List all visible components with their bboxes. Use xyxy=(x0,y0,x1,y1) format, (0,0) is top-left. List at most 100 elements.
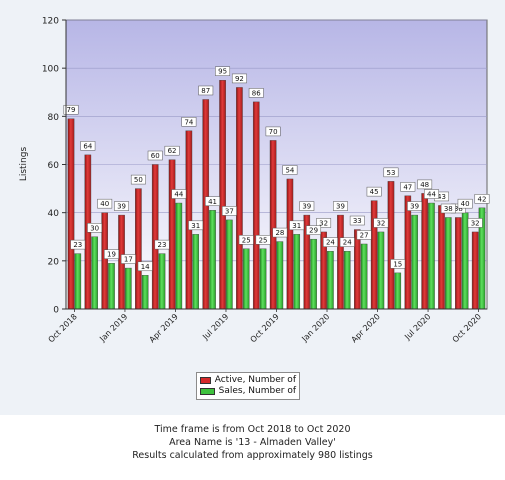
data-label-box xyxy=(205,196,220,207)
data-label: 32 xyxy=(471,219,480,227)
data-label-box xyxy=(147,150,163,161)
y-tick-label: 0 xyxy=(53,306,59,316)
data-label-box xyxy=(104,249,119,259)
data-label-box xyxy=(137,261,153,272)
data-label: 38 xyxy=(454,205,463,213)
bar-active xyxy=(354,229,361,310)
data-label: 25 xyxy=(242,236,251,244)
data-label: 39 xyxy=(302,203,311,211)
data-label-box xyxy=(221,206,237,216)
bar-sales xyxy=(192,234,200,310)
data-label-box xyxy=(383,167,399,178)
data-label: 70 xyxy=(269,128,278,136)
legend-item-sales: Sales, Number of xyxy=(200,386,296,397)
data-label-box xyxy=(188,220,204,231)
data-label-box xyxy=(474,194,490,204)
data-label-box xyxy=(231,73,247,84)
data-label-box xyxy=(424,189,439,199)
bar-sales xyxy=(209,210,216,310)
data-label-box xyxy=(306,225,322,235)
data-label-box xyxy=(457,198,473,209)
x-tick-label: Apr 2019 xyxy=(148,312,180,344)
data-label-box xyxy=(289,220,305,231)
data-label: 19 xyxy=(107,251,116,259)
data-label: 31 xyxy=(191,222,200,230)
data-label: 24 xyxy=(326,239,335,247)
data-label-box xyxy=(215,66,231,76)
y-tick-label: 40 xyxy=(48,209,60,219)
chart-panel: 79 64 40 39 50 60 62 74 87 95 92 86 70 54 39 32 39 33 45 53… xyxy=(0,0,505,415)
data-label-box xyxy=(467,218,483,228)
legend-swatch-sales xyxy=(200,388,215,395)
data-label-box xyxy=(181,117,197,127)
data-label-box xyxy=(322,237,338,247)
bar-sales xyxy=(293,234,301,310)
data-label: 87 xyxy=(201,87,210,95)
bar-sales xyxy=(158,253,166,310)
data-label: 23 xyxy=(158,241,167,249)
x-tick-label: Oct 2020 xyxy=(451,312,483,344)
bar-sales xyxy=(125,267,132,310)
bar-sales xyxy=(394,272,402,310)
data-label: 14 xyxy=(141,263,150,271)
data-label-box xyxy=(299,201,315,211)
bar-sales xyxy=(74,253,82,310)
data-label: 27 xyxy=(360,231,369,239)
data-label: 17 xyxy=(124,256,133,264)
area-name-text: Area Name is '13 - Almaden Valley' xyxy=(169,437,336,448)
data-label: 79 xyxy=(67,106,76,114)
bar-sales xyxy=(411,214,418,310)
bar-active xyxy=(151,164,159,310)
bar-sales xyxy=(360,243,368,310)
data-label: 24 xyxy=(343,239,352,247)
data-label-box xyxy=(407,201,423,211)
y-tick-label: 120 xyxy=(42,17,59,27)
bar-active xyxy=(269,140,277,310)
bar-active xyxy=(455,217,462,310)
data-label: 30 xyxy=(90,224,99,232)
data-label-box xyxy=(272,227,288,238)
bar-active xyxy=(236,87,243,310)
bar-active xyxy=(421,193,428,310)
data-label: 53 xyxy=(387,169,396,177)
x-tick-label: Jan 2019 xyxy=(97,312,129,344)
x-tick-label: Jan 2020 xyxy=(299,312,331,344)
bar-active xyxy=(135,188,142,310)
legend-label-sales: Sales, Number of xyxy=(218,386,296,396)
y-tick-label: 100 xyxy=(42,65,59,75)
bar-active xyxy=(404,195,412,310)
data-label-box xyxy=(63,104,79,115)
data-label-box xyxy=(97,198,113,209)
bar-sales xyxy=(276,241,284,310)
data-label: 29 xyxy=(309,227,318,235)
data-label: 40 xyxy=(461,200,470,208)
data-label: 39 xyxy=(336,203,345,211)
time-frame-text: Time frame is from Oct 2018 to Oct 2020 xyxy=(154,424,351,435)
data-label-box xyxy=(417,179,433,190)
data-label-box xyxy=(373,218,389,228)
bar-active xyxy=(370,200,378,310)
data-label: 48 xyxy=(420,181,429,189)
bar-active xyxy=(438,205,445,310)
bar-sales xyxy=(343,250,351,310)
bar-sales xyxy=(259,248,267,310)
data-label: 92 xyxy=(235,75,244,83)
data-label-box xyxy=(255,235,271,245)
y-tick-label: 80 xyxy=(48,113,60,123)
data-label: 33 xyxy=(353,217,362,225)
data-label-box xyxy=(80,141,96,151)
legend-label-active: Active, Number of xyxy=(214,375,296,385)
bar-active xyxy=(185,130,193,310)
bar-active xyxy=(471,231,479,310)
data-label-box xyxy=(70,239,86,250)
data-label-box xyxy=(164,145,180,156)
data-label-box xyxy=(390,259,406,269)
data-label: 15 xyxy=(393,260,402,268)
y-axis-title: Listings xyxy=(19,147,29,182)
data-label: 47 xyxy=(403,183,412,191)
data-label-box xyxy=(87,223,103,233)
y-tick-label: 20 xyxy=(48,257,60,267)
bar-active xyxy=(67,118,75,310)
data-label-box xyxy=(114,201,129,211)
data-label: 45 xyxy=(370,188,379,196)
